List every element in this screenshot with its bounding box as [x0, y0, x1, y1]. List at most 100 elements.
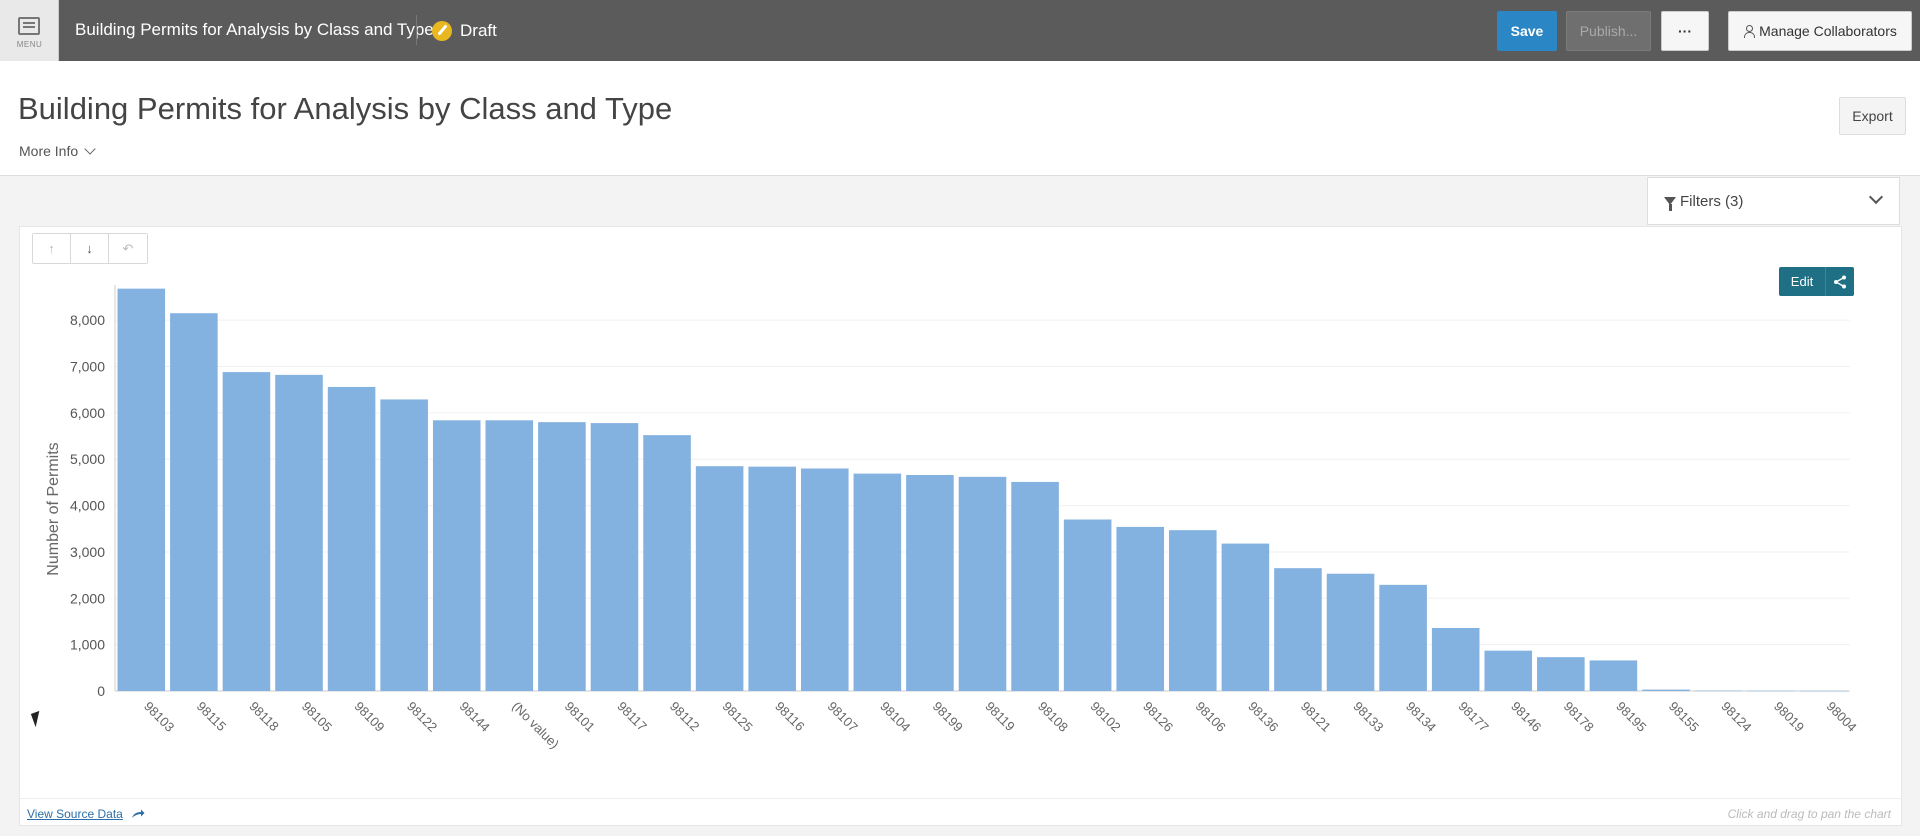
bar: [380, 399, 428, 691]
view-source-link[interactable]: View Source Data: [27, 807, 145, 821]
more-info-toggle[interactable]: More Info: [19, 142, 96, 159]
drill-up-button[interactable]: ↑: [33, 234, 71, 263]
chevron-down-icon: [1868, 189, 1884, 205]
x-tick-label: (No value): [509, 699, 562, 752]
x-tick-label: 98121: [1298, 699, 1334, 735]
x-tick-label: 98146: [1508, 699, 1544, 735]
x-tick-label: 98112: [667, 699, 702, 734]
x-tick-label: 98019: [1771, 699, 1807, 735]
bar: [1169, 530, 1217, 691]
x-tick-label: 98133: [1350, 699, 1386, 735]
y-tick-label: 1,000: [70, 637, 105, 653]
bar: [275, 374, 323, 691]
bar: [1694, 690, 1743, 692]
filters-label: Filters (3): [1680, 192, 1744, 210]
edit-share-group: Edit: [1779, 267, 1854, 296]
x-tick-label: 98106: [1193, 699, 1229, 735]
bar: [1747, 690, 1795, 692]
bar: [1589, 660, 1638, 691]
bar: [1379, 584, 1427, 691]
x-tick-label: 98104: [877, 699, 913, 735]
page-title: Building Permits for Analysis by Class a…: [18, 91, 673, 126]
y-tick-label: 7,000: [70, 359, 105, 375]
bar: [748, 466, 796, 691]
draft-status: Draft: [460, 21, 497, 40]
user-icon: [1743, 25, 1756, 38]
y-tick-label: 0: [97, 683, 105, 699]
bar: [1274, 568, 1322, 691]
bar: [695, 466, 744, 691]
manage-collaborators-label: Manage Collaborators: [1759, 23, 1897, 39]
pencil-icon: [432, 21, 452, 41]
bar: [1011, 481, 1059, 691]
y-axis-title: Number of Permits: [45, 442, 62, 575]
divider: [416, 15, 417, 45]
more-actions-button[interactable]: ···: [1661, 11, 1709, 51]
x-tick-label: 98108: [1035, 699, 1071, 735]
app-title: Building Permits for Analysis by Class a…: [75, 20, 434, 39]
x-tick-label: 98116: [772, 699, 807, 734]
drill-down-button[interactable]: ↓: [71, 234, 109, 263]
bar: [958, 476, 1007, 691]
more-info-label: More Info: [19, 143, 79, 159]
bar: [1799, 690, 1848, 692]
x-tick-label: 98105: [299, 699, 335, 735]
x-tick-label: 98178: [1561, 699, 1597, 735]
bar: [1642, 689, 1690, 691]
x-tick-label: 98177: [1456, 699, 1492, 735]
bar: [222, 372, 271, 691]
bar: [1537, 657, 1585, 691]
y-tick-label: 4,000: [70, 498, 105, 514]
bar: [853, 473, 902, 691]
manage-collaborators-button[interactable]: Manage Collaborators: [1728, 11, 1912, 51]
bar: [1063, 519, 1112, 691]
bar: [1221, 543, 1270, 691]
x-tick-label: 98126: [1140, 699, 1176, 735]
bar: [590, 423, 639, 691]
view-source-label: View Source Data: [27, 807, 123, 821]
bar: [117, 288, 166, 691]
bar: [170, 313, 218, 691]
x-tick-label: 98103: [141, 699, 177, 735]
x-tick-label: 98199: [930, 699, 966, 735]
bar: [1431, 627, 1480, 691]
bar-chart[interactable]: 0 1,000 2,000 3,000 4,000 5,000 6,000 7,000 8,00…: [20, 227, 1901, 798]
y-tick-label: 8,000: [70, 312, 105, 328]
menu-button[interactable]: MENU: [0, 0, 59, 61]
chart-card: ↑ ↓ ↶ Edit 0 1,000 2,000 3,000 4,000 5,000 6,0…: [19, 226, 1902, 826]
bar: [643, 435, 691, 691]
menu-label: MENU: [16, 40, 43, 49]
x-tick-label: 98136: [1245, 699, 1281, 735]
save-button[interactable]: Save: [1497, 11, 1557, 51]
edit-button[interactable]: Edit: [1779, 267, 1825, 296]
chevron-down-icon: [84, 142, 96, 155]
bar: [1484, 650, 1533, 691]
x-tick-label: 98195: [1613, 699, 1649, 735]
arrow-icon: [131, 809, 145, 818]
share-icon: [1834, 275, 1846, 288]
bar: [906, 474, 954, 691]
y-tick-label: 3,000: [70, 544, 105, 560]
bar: [327, 386, 376, 691]
share-button[interactable]: [1825, 267, 1854, 296]
reset-zoom-button[interactable]: ↶: [109, 234, 147, 263]
filters-dropdown[interactable]: Filters (3): [1647, 177, 1900, 225]
x-tick-label: 98109: [351, 699, 387, 735]
x-tick-label: 98119: [982, 699, 1017, 734]
x-tick-label: 98118: [246, 699, 281, 734]
x-tick-label: 98004: [1824, 699, 1860, 735]
export-button[interactable]: Export: [1839, 97, 1906, 135]
pan-hint: Click and drag to pan the chart: [1727, 807, 1891, 821]
top-bar: MENU Building Permits for Analysis by Cl…: [0, 0, 1920, 61]
drill-controls: ↑ ↓ ↶: [32, 233, 148, 264]
x-tick-label: 98124: [1718, 699, 1754, 735]
x-tick-label: 98115: [194, 699, 229, 734]
menu-icon: [18, 17, 40, 35]
bar: [538, 422, 586, 691]
x-tick-label: 98125: [719, 699, 755, 735]
bar: [432, 420, 481, 691]
publish-button[interactable]: Publish...: [1566, 11, 1651, 51]
x-tick-label: 98117: [614, 699, 649, 734]
y-tick-label: 6,000: [70, 405, 105, 421]
y-tick-label: 5,000: [70, 451, 105, 467]
